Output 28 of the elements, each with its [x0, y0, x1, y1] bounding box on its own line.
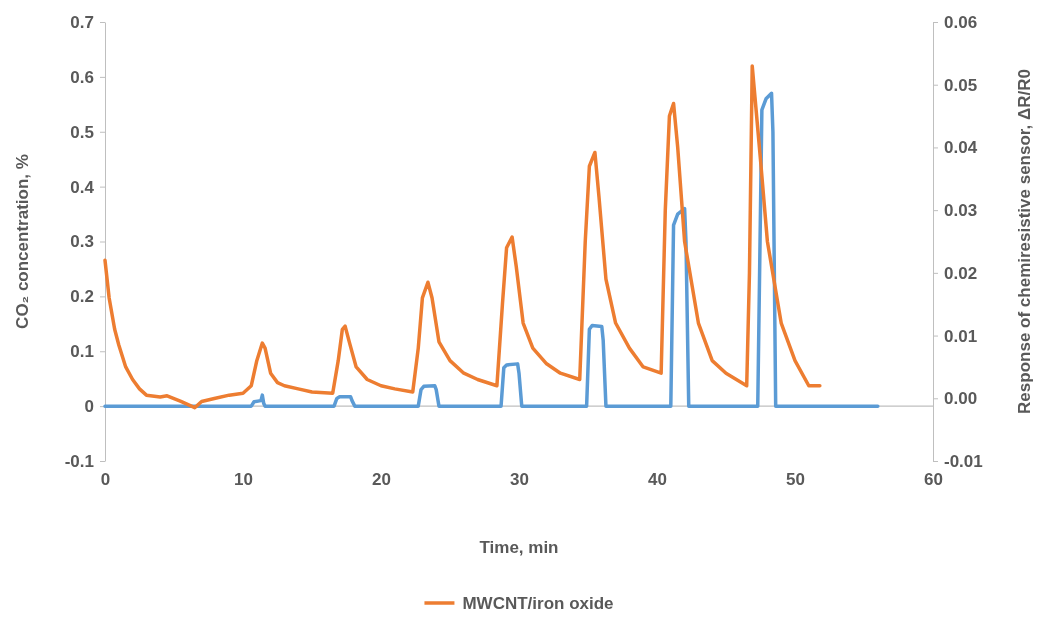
y2-tick-label: 0.05	[944, 75, 978, 95]
y2-tick-label: 0.02	[944, 263, 978, 283]
y-axis-title: CO₂ concentration, %	[13, 154, 32, 329]
x-tick-label: 60	[924, 470, 943, 490]
y2-axis-title: Response of chemiresistive sensor, ΔR/R0	[1015, 69, 1034, 414]
y-tick-label: 0.7	[70, 12, 94, 32]
y-tick-label: 0.3	[70, 232, 94, 252]
y-tick-label: 0	[84, 397, 94, 417]
y2-tick-label: 0.03	[944, 201, 978, 221]
y-tick-label: 0.2	[70, 287, 94, 307]
x-axis-title: Time, min	[479, 538, 559, 557]
x-tick-label: 0	[100, 470, 111, 490]
y-tick-label: 0.1	[70, 342, 94, 362]
y2-tick-label: 0.01	[944, 326, 978, 346]
y-tick-label: 0.4	[70, 177, 95, 197]
y-tick-label: 0.6	[70, 67, 94, 87]
x-tick-label: 50	[786, 470, 805, 490]
x-tick-label: 20	[372, 470, 391, 490]
x-tick-label: 30	[510, 470, 529, 490]
y-tick-label: -0.1	[64, 451, 94, 471]
y2-tick-label: -0.01	[944, 451, 983, 471]
x-tick-label: 10	[234, 470, 253, 490]
y-tick-label: 0.5	[70, 122, 94, 142]
y2-tick-label: 0.06	[944, 12, 978, 32]
legend-label: MWCNT/iron oxide	[462, 594, 614, 613]
x-tick-label: 40	[648, 470, 667, 490]
y2-tick-label: 0.00	[944, 389, 978, 409]
y2-tick-label: 0.04	[944, 138, 978, 158]
